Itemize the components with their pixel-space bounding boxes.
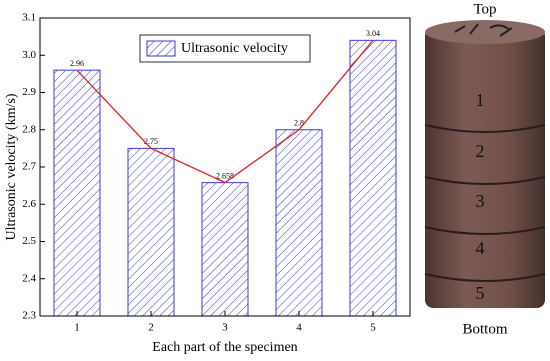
bar-chart: 2.3 2.4 2.5 2.6 2.7 2.8 2.9 3.0 3.1 2.96 2.75 2.658… xyxy=(4,12,411,355)
bar xyxy=(349,39,397,317)
value-label: 3.04 xyxy=(366,29,380,38)
bar xyxy=(275,129,323,317)
x-tick-label: 3 xyxy=(222,322,228,334)
bar xyxy=(127,147,175,317)
y-tick-label: 2.7 xyxy=(22,161,36,173)
value-label: 2.658 xyxy=(216,171,234,180)
plot-frame xyxy=(39,17,411,317)
x-tick-label: 5 xyxy=(370,322,376,334)
cut-lines xyxy=(424,124,546,282)
specimen-body xyxy=(425,28,545,308)
y-tick-label: 2.9 xyxy=(22,86,36,98)
part-label: 2 xyxy=(476,141,485,161)
part-label: 5 xyxy=(476,283,485,303)
x-axis-title: Each part of the specimen xyxy=(152,340,297,355)
value-label: 2.8 xyxy=(294,119,304,128)
legend-label: Ultrasonic velocity xyxy=(181,41,288,56)
part-label: 4 xyxy=(476,238,485,258)
part-label: 3 xyxy=(476,191,485,211)
top-label: Top xyxy=(473,1,496,17)
y-tick-label: 2.5 xyxy=(22,235,36,247)
specimen-photo: Top Bottom 1 2 3 4 5 xyxy=(420,1,550,337)
y-tick-label: 2.4 xyxy=(22,272,36,284)
bar xyxy=(201,182,249,317)
value-label: 2.96 xyxy=(70,59,84,68)
bar xyxy=(53,69,101,317)
x-tick-label: 4 xyxy=(296,322,302,334)
y-tick-label: 3.1 xyxy=(22,12,36,24)
legend-swatch xyxy=(146,40,176,57)
y-tick-label: 2.3 xyxy=(22,310,36,322)
bottom-label: Bottom xyxy=(462,321,507,337)
part-label: 1 xyxy=(476,90,485,110)
y-tick-label: 2.8 xyxy=(22,123,36,135)
y-tick-label: 3.0 xyxy=(22,49,36,61)
specimen-top-face xyxy=(425,20,545,44)
legend: Ultrasonic velocity xyxy=(139,34,311,63)
y-axis-title: Ultrasonic velocity (km/s) xyxy=(4,93,19,240)
x-tick-label: 2 xyxy=(148,322,154,334)
value-label: 2.75 xyxy=(144,137,158,146)
y-tick-label: 2.6 xyxy=(22,198,36,210)
x-tick-label: 1 xyxy=(74,322,80,334)
trend-line xyxy=(76,39,374,184)
marker-writing xyxy=(454,23,513,37)
